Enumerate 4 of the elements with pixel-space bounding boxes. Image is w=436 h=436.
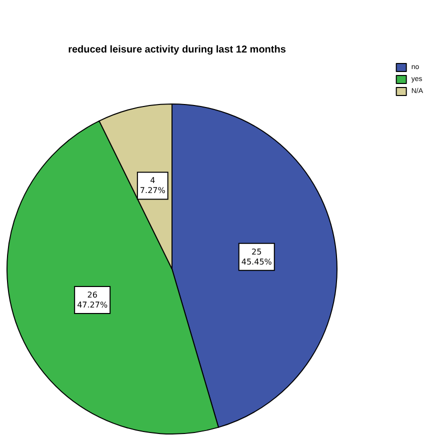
data-label: 26 47.27%	[77, 290, 108, 310]
chart-title: reduced leisure activity during last 12 months	[68, 44, 286, 56]
data-label: 25 45.45%	[241, 247, 272, 266]
data-label: 4 7.27%	[140, 176, 166, 196]
